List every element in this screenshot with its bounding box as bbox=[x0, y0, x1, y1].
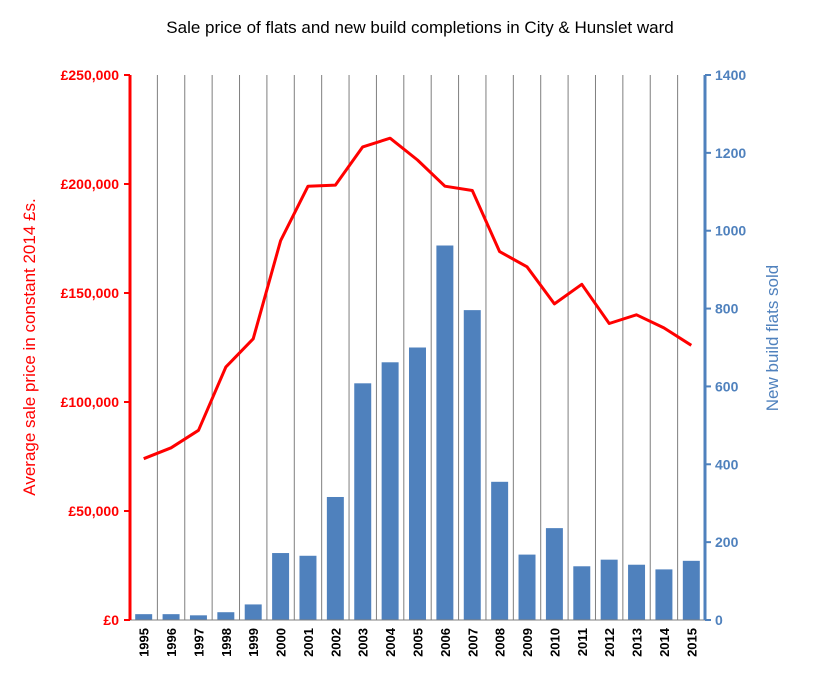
right-tick-label: 1400 bbox=[715, 67, 746, 83]
x-tick-label: 1996 bbox=[164, 628, 179, 657]
left-axis-label: Average sale price in constant 2014 £s. bbox=[20, 198, 39, 495]
x-tick-label: 2007 bbox=[465, 628, 480, 657]
x-tick-label: 1995 bbox=[137, 628, 152, 657]
bar-series bbox=[135, 245, 700, 620]
right-tick-label: 0 bbox=[715, 612, 723, 628]
bar-1997 bbox=[189, 615, 207, 620]
right-tick-label: 1000 bbox=[715, 223, 746, 239]
x-tick-label: 2006 bbox=[438, 628, 453, 657]
chart-title: Sale price of flats and new build comple… bbox=[166, 18, 673, 37]
x-tick-label: 2010 bbox=[547, 628, 562, 657]
left-tick-label: £200,000 bbox=[61, 176, 120, 192]
right-tick-label: 1200 bbox=[715, 145, 746, 161]
bar-2002 bbox=[326, 496, 344, 620]
left-tick-label: £250,000 bbox=[61, 67, 120, 83]
bar-2001 bbox=[299, 555, 317, 620]
x-tick-label: 1999 bbox=[246, 628, 261, 657]
bar-2015 bbox=[682, 560, 700, 620]
right-tick-label: 800 bbox=[715, 301, 739, 317]
left-tick-label: £0 bbox=[103, 612, 119, 628]
left-tick-label: £50,000 bbox=[68, 503, 119, 519]
right-tick-label: 400 bbox=[715, 456, 739, 472]
x-tick-label: 2001 bbox=[301, 628, 316, 657]
grid bbox=[156, 75, 679, 620]
price-line-series bbox=[143, 136, 693, 461]
right-axis-label: New build flats sold bbox=[763, 265, 782, 411]
bar-1995 bbox=[135, 614, 153, 620]
right-tick-label: 200 bbox=[715, 534, 739, 550]
left-tick-label: £100,000 bbox=[61, 394, 120, 410]
x-tick-label: 2002 bbox=[328, 628, 343, 657]
bar-2008 bbox=[491, 481, 509, 620]
x-tick-label: 2011 bbox=[575, 628, 590, 656]
bar-1996 bbox=[162, 614, 180, 620]
bar-1998 bbox=[217, 612, 235, 620]
x-tick-label: 2005 bbox=[411, 628, 426, 657]
bar-2005 bbox=[409, 347, 426, 620]
bar-2000 bbox=[272, 553, 290, 620]
x-tick-label: 2012 bbox=[602, 628, 617, 657]
bar-1999 bbox=[244, 604, 262, 620]
x-tick-label: 2008 bbox=[493, 628, 508, 657]
x-tick-label: 1997 bbox=[192, 628, 207, 657]
x-tick-label: 2013 bbox=[630, 628, 645, 657]
bar-2014 bbox=[655, 569, 673, 620]
right-tick-label: 600 bbox=[715, 378, 739, 394]
bar-2009 bbox=[518, 554, 536, 620]
x-tick-label: 2015 bbox=[684, 628, 699, 657]
bar-2011 bbox=[573, 566, 591, 620]
x-tick-label: 1998 bbox=[219, 628, 234, 657]
bar-2010 bbox=[545, 528, 563, 620]
bar-2004 bbox=[381, 362, 399, 620]
bar-2013 bbox=[628, 564, 646, 620]
x-tick-label: 2000 bbox=[274, 628, 289, 657]
bar-2006 bbox=[436, 245, 454, 620]
x-tick-label: 2004 bbox=[383, 627, 398, 657]
x-tick-label: 2003 bbox=[356, 628, 371, 657]
x-tick-label: 2009 bbox=[520, 628, 535, 657]
bar-2012 bbox=[600, 559, 618, 620]
axes: £0 £50,000 £100,000 £150,000 £200,000 £250,00… bbox=[61, 67, 747, 657]
left-tick-label: £150,000 bbox=[61, 285, 120, 301]
price-line bbox=[143, 136, 693, 461]
x-tick-label: 2014 bbox=[657, 627, 672, 657]
bar-2003 bbox=[354, 383, 372, 620]
bar-2007 bbox=[463, 310, 481, 620]
